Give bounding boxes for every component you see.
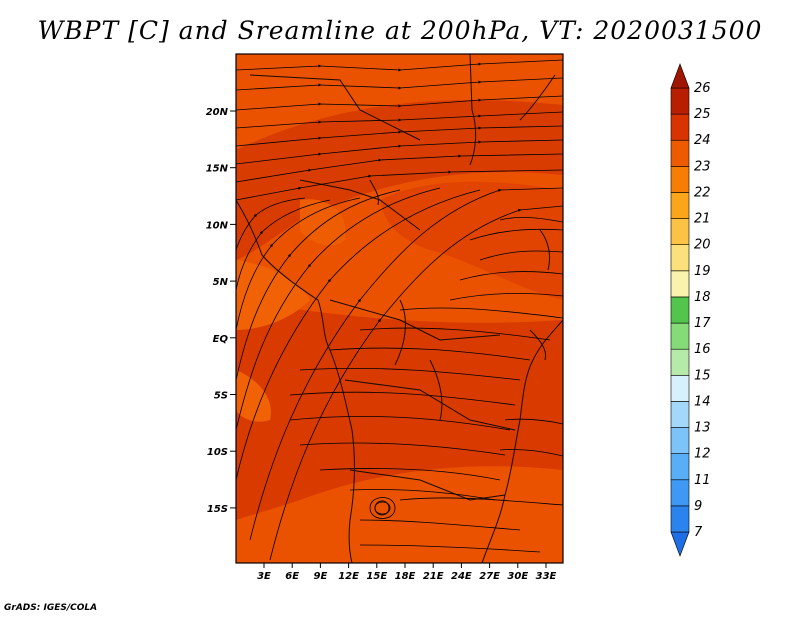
colorbar-bin xyxy=(670,192,690,219)
lat-tick-label: 5S xyxy=(214,391,228,402)
streamlines xyxy=(236,59,563,561)
lat-tick-label: EQ xyxy=(213,334,229,345)
colorbar-bin xyxy=(670,531,690,557)
colorbar-bin xyxy=(670,113,690,141)
lat-tick-label: 10N xyxy=(206,220,229,231)
colorbar-label: 24 xyxy=(694,133,711,148)
lat-tick-label: 5N xyxy=(213,277,229,288)
colorbar-bin xyxy=(670,505,690,533)
colorbar-bin xyxy=(670,63,690,89)
lon-tick-label: 27E xyxy=(479,571,500,582)
colorbar-label: 14 xyxy=(694,394,711,409)
colorbar-label: 13 xyxy=(694,421,711,436)
colorbar-label: 20 xyxy=(694,238,711,253)
plot-frame xyxy=(235,53,564,564)
colorbar-bin xyxy=(670,296,690,324)
colorbar-label: 25 xyxy=(694,107,711,122)
colorbar-label: 7 xyxy=(694,525,703,540)
lat-tick-label: 15S xyxy=(207,504,228,515)
colorbar-label: 15 xyxy=(694,368,711,383)
lon-tick-label: 30E xyxy=(507,571,528,582)
map-title: WBPT [C] and Sreamline at 200hPa, VT: 20… xyxy=(37,16,763,45)
lon-tick-label: 15E xyxy=(366,571,387,582)
colorbar-bin xyxy=(670,374,690,402)
grads-credit: GrADS: IGES/COLA xyxy=(4,603,98,613)
cooler-southwest xyxy=(236,370,271,422)
lon-tick-label: 33E xyxy=(536,571,557,582)
colorbar-bin xyxy=(670,479,690,507)
lon-tick-label: 6E xyxy=(285,571,299,582)
colorbar-label: 21 xyxy=(694,212,711,227)
lon-tick-label: 12E xyxy=(338,571,359,582)
colorbar-label: 23 xyxy=(694,159,711,174)
lon-tick-label: 24E xyxy=(451,571,472,582)
colorbar-label: 12 xyxy=(694,447,711,462)
colorbar-label: 16 xyxy=(694,342,711,357)
colorbar-bin xyxy=(670,166,690,193)
latitude-axis: 20N 15N 10N 5N EQ 5S 10S 15S xyxy=(206,107,236,515)
lat-tick-label: 20N xyxy=(206,107,229,118)
lon-tick-label: 18E xyxy=(395,571,416,582)
colorbar-label: 22 xyxy=(694,185,711,200)
lon-tick-label: 3E xyxy=(257,571,271,582)
colorbar-bin xyxy=(670,270,690,298)
colorbar-label: 18 xyxy=(694,290,711,305)
colorbar-bin xyxy=(670,322,690,350)
colorbar-label: 17 xyxy=(694,316,711,331)
colorbar: 7 9 11 12 13 14 15 16 17 18 19 20 21 22 23 24 25 26 xyxy=(670,63,711,557)
cooler-west xyxy=(236,260,310,330)
colorbar-label: 11 xyxy=(694,473,711,488)
wbpt-field xyxy=(236,54,563,563)
colorbar-bin xyxy=(670,218,690,246)
colorbar-bin xyxy=(670,348,690,376)
colorbar-bin xyxy=(670,401,690,428)
lat-tick-label: 10S xyxy=(207,447,228,458)
colorbar-label: 19 xyxy=(694,264,711,279)
colorbar-label: 9 xyxy=(694,499,702,514)
colorbar-bin xyxy=(670,244,690,272)
lon-tick-label: 9E xyxy=(314,571,328,582)
warm-south xyxy=(236,300,563,520)
colorbar-label: 26 xyxy=(694,81,711,96)
lat-tick-label: 15N xyxy=(206,164,229,175)
colorbar-bin xyxy=(670,453,690,481)
colorbar-bin xyxy=(670,427,690,454)
longitude-axis: 3E 6E 9E 12E 15E 18E 21E 24E 27E 30E 33E xyxy=(257,563,557,582)
colorbar-bin xyxy=(670,87,690,115)
lon-tick-label: 21E xyxy=(423,571,444,582)
colorbar-bin xyxy=(670,139,690,167)
